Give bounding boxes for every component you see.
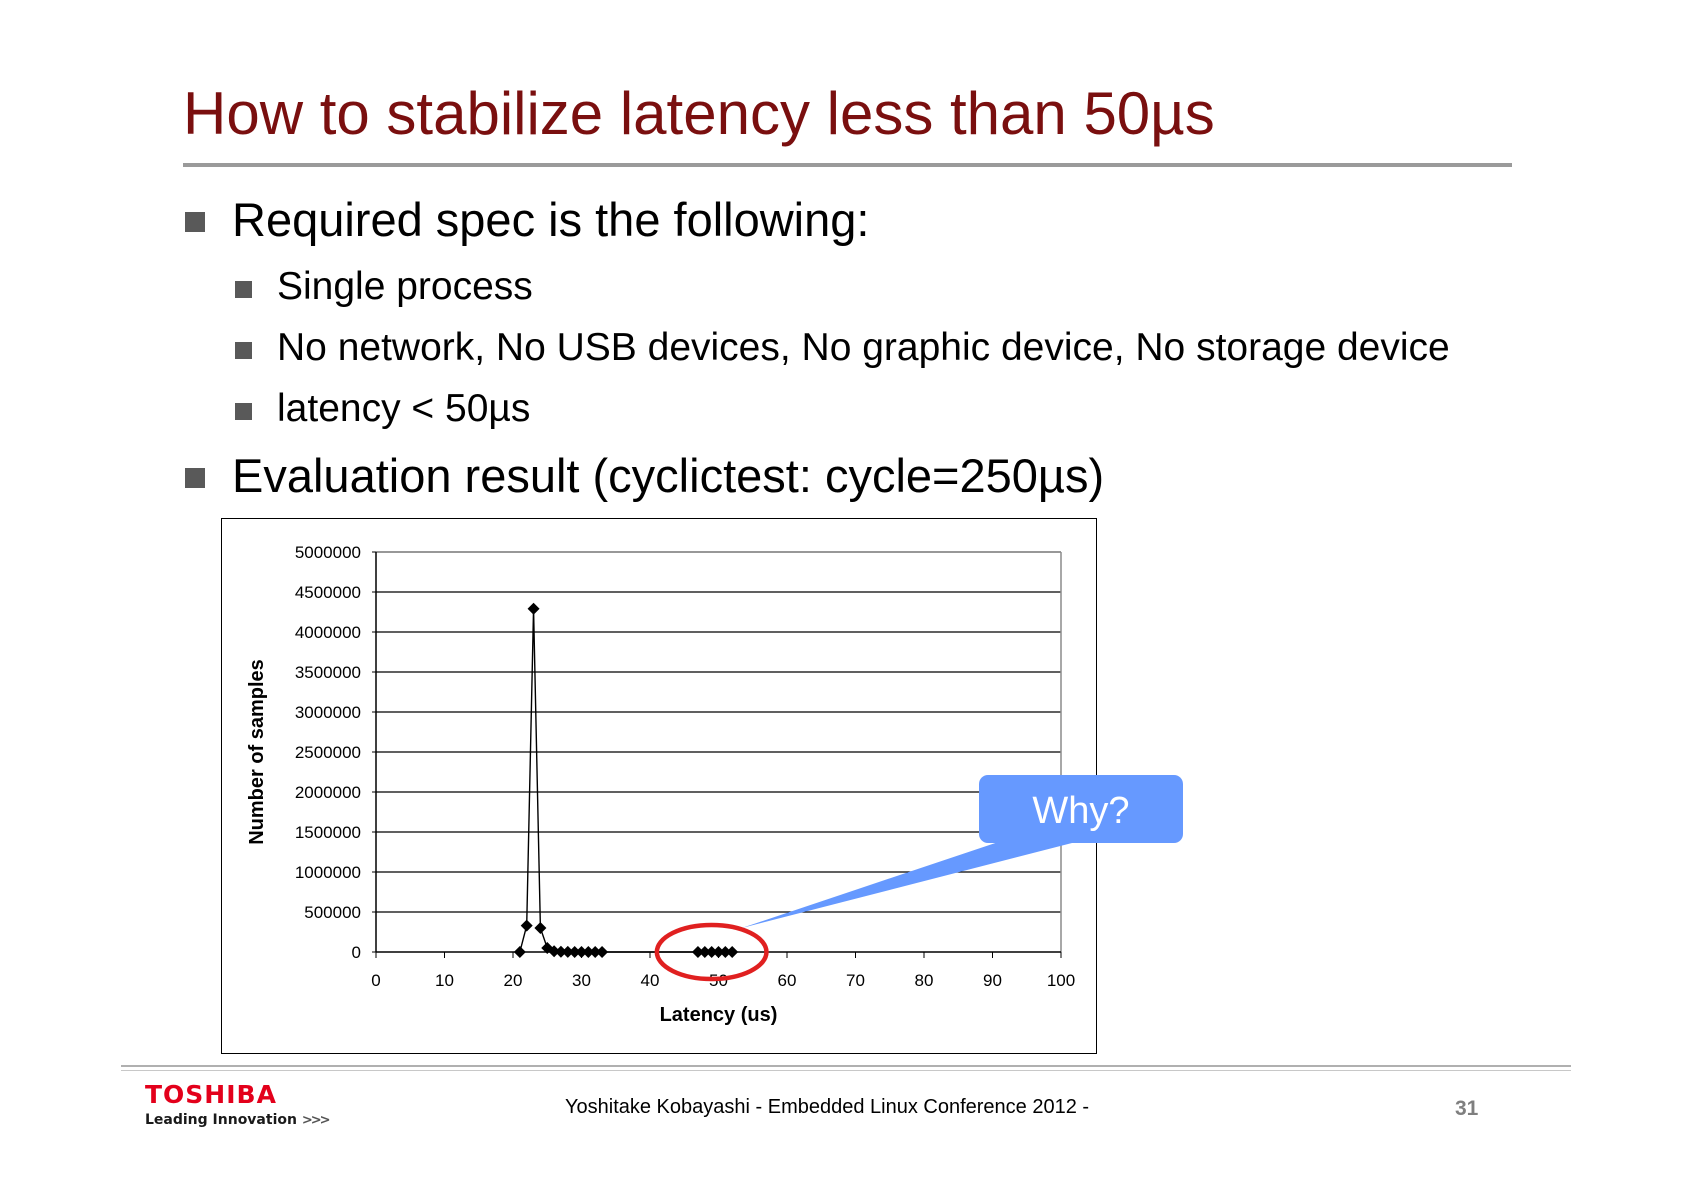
data-point-marker xyxy=(520,919,533,932)
x-tick-label: 60 xyxy=(778,971,797,990)
x-tick-label: 10 xyxy=(435,971,454,990)
y-tick-label: 4500000 xyxy=(295,583,361,602)
bullet-text: Evaluation result (cyclictest: cycle=250… xyxy=(232,449,1105,502)
y-tick-label: 5000000 xyxy=(295,543,361,562)
x-tick-label: 70 xyxy=(846,971,865,990)
y-tick-label: 2000000 xyxy=(295,783,361,802)
chevrons-icon: >>> xyxy=(301,1113,331,1128)
y-tick-label: 3500000 xyxy=(295,663,361,682)
annotations xyxy=(654,922,769,982)
x-tick-label: 0 xyxy=(371,971,380,990)
x-tick-label: 20 xyxy=(504,971,523,990)
data-point-marker xyxy=(589,945,602,958)
data-point-marker xyxy=(575,945,588,958)
x-tick-label: 100 xyxy=(1047,971,1075,990)
y-axis-title: Number of samples xyxy=(246,659,268,845)
data-point-marker xyxy=(705,945,718,958)
bullet-text: Required spec is the following: xyxy=(232,193,870,246)
y-tick-label: 500000 xyxy=(304,903,361,922)
data-series xyxy=(513,602,739,958)
data-point-marker xyxy=(527,602,540,615)
title-divider xyxy=(183,163,1512,167)
sub-bullet-text: Single process xyxy=(277,265,533,308)
square-bullet-icon xyxy=(185,468,205,488)
data-point-marker xyxy=(548,945,561,958)
bullet-evaluation-result: Evaluation result (cyclictest: cycle=250… xyxy=(185,449,1105,502)
axes: 0 500000 1000000 1500000 2000000 2500000 30000… xyxy=(246,543,1075,1026)
x-tick-label: 40 xyxy=(641,971,660,990)
data-point-marker xyxy=(712,945,725,958)
brand-tagline-text: Leading Innovation xyxy=(145,1112,297,1128)
sub-bullet-text: latency < 50µs xyxy=(277,387,531,430)
slide-title: How to stabilize latency less than 50µs xyxy=(183,80,1215,147)
y-tick-label: 1000000 xyxy=(295,863,361,882)
highlight-ellipse xyxy=(654,922,769,982)
data-point-marker xyxy=(568,945,581,958)
sub-bullet-single-process: Single process xyxy=(235,265,533,308)
data-point-marker xyxy=(513,946,526,958)
y-tick-label: 2500000 xyxy=(295,743,361,762)
footer-divider xyxy=(121,1065,1571,1067)
y-tick-label: 4000000 xyxy=(295,623,361,642)
data-point-marker xyxy=(698,945,711,958)
data-point-marker xyxy=(726,945,739,958)
y-tick-label: 3000000 xyxy=(295,703,361,722)
data-point-marker xyxy=(582,945,595,958)
latency-histogram-chart: 0 500000 1000000 1500000 2000000 2500000 30000… xyxy=(246,543,1075,1026)
square-bullet-icon xyxy=(235,281,252,298)
brand-name: TOSHIBA xyxy=(145,1080,277,1109)
data-point-marker xyxy=(691,945,704,958)
data-point-marker xyxy=(554,945,567,958)
x-tick-label: 30 xyxy=(572,971,591,990)
series-line xyxy=(519,608,733,953)
y-tick-label: 1500000 xyxy=(295,823,361,842)
page-number: 31 xyxy=(1455,1097,1479,1120)
x-tick-label: 90 xyxy=(983,971,1002,990)
data-point-marker xyxy=(534,922,547,934)
square-bullet-icon xyxy=(235,403,252,420)
sub-bullet-no-devices: No network, No USB devices, No graphic d… xyxy=(235,326,1450,369)
sub-bullet-latency: latency < 50µs xyxy=(235,387,531,430)
bullet-required-spec: Required spec is the following: xyxy=(185,193,870,246)
gridlines xyxy=(376,551,1062,952)
data-point-marker xyxy=(561,945,574,958)
square-bullet-icon xyxy=(185,212,205,232)
brand-tagline: Leading Innovation >>> xyxy=(145,1112,331,1128)
x-tick-label: 80 xyxy=(915,971,934,990)
y-tick-label: 0 xyxy=(352,943,361,962)
presenter-line: Yoshitake Kobayashi - Embedded Linux Con… xyxy=(565,1096,1090,1118)
footer-divider-secondary xyxy=(121,1070,1571,1071)
square-bullet-icon xyxy=(235,342,252,359)
data-point-marker xyxy=(719,945,732,958)
x-axis-title: Latency (us) xyxy=(660,1004,778,1026)
data-point-marker xyxy=(596,945,609,958)
toshiba-logo: TOSHIBA Leading Innovation >>> xyxy=(145,1080,331,1128)
sub-bullet-text: No network, No USB devices, No graphic d… xyxy=(277,326,1450,369)
